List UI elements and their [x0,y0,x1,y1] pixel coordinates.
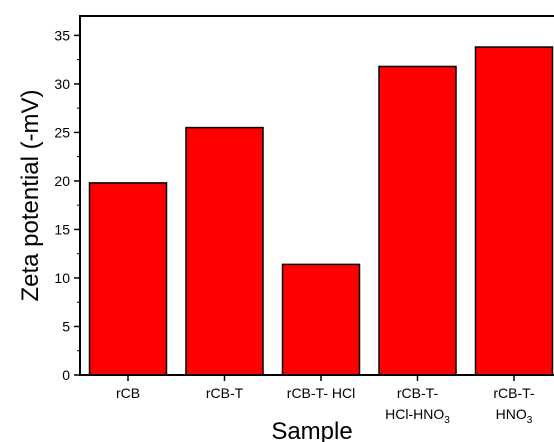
y-tick-label: 35 [54,27,70,43]
bar-2 [281,263,361,376]
x-axis-ticks: rCB rCB-T rCB-T- HCl rCB-T- HCl-HNO3 rCB-T- HN… [116,375,535,426]
y-tick-label: 30 [54,76,70,92]
x-tick-label: rCB-T- [397,385,439,401]
x-tick-label-line2: HCl-HNO3 [385,406,450,426]
y-tick-label: 10 [54,270,70,286]
x-tick-label: rCB-T- [493,385,535,401]
y-axis-ticks: 0 5 10 15 20 25 30 35 [54,27,80,383]
x-tick-label: rCB-T- HCl [287,385,355,401]
y-tick-label: 20 [54,173,70,189]
x-tick-label: rCB [116,385,140,401]
bar-4 [474,46,554,376]
bar-0 [88,182,168,376]
y-tick-label: 5 [62,318,70,334]
bar-3 [378,65,457,376]
x-tick-label-line2: HNO3 [496,406,533,426]
bars-group [88,46,554,376]
bar-1 [185,126,264,376]
x-tick-label: rCB-T [206,385,244,401]
y-tick-label: 15 [54,221,70,237]
x-axis-label: Sample [271,418,352,442]
y-tick-label: 25 [54,124,70,140]
y-axis-label: Zeta potential (-mV) [17,89,44,301]
y-tick-label: 0 [62,367,70,383]
